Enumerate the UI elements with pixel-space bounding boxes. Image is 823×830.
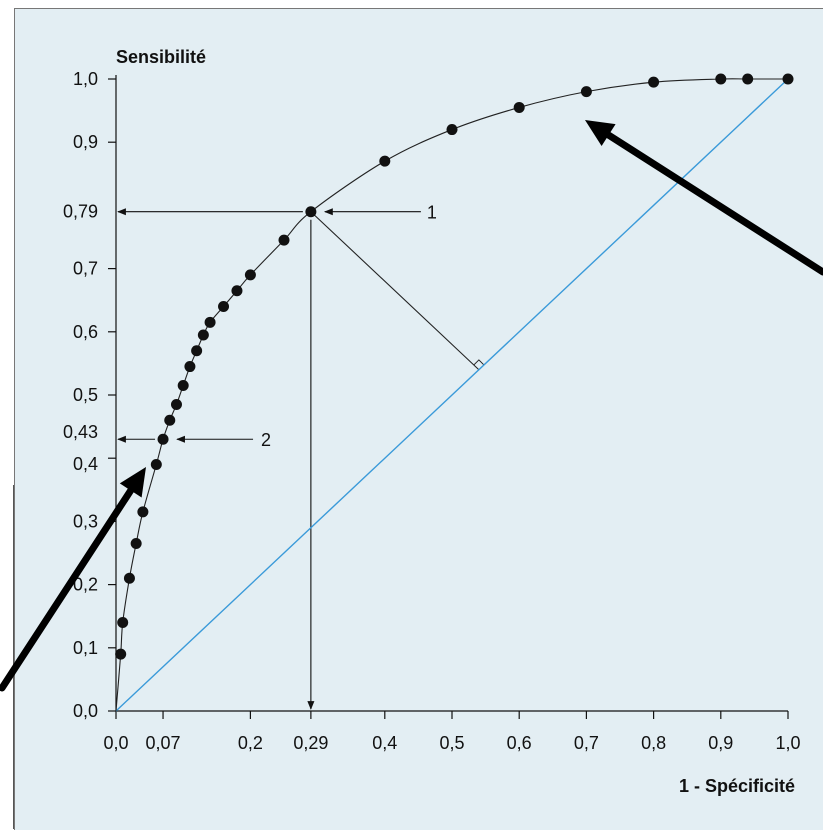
data-point — [137, 506, 149, 518]
data-point — [117, 617, 129, 629]
y-tick-label: 0,0 — [73, 701, 98, 721]
x-tick-label: 1,0 — [775, 733, 800, 753]
roc-curve-layer — [115, 78, 789, 712]
x-tick-label: 0,5 — [439, 733, 464, 753]
data-point — [204, 316, 216, 328]
data-points-layer — [115, 73, 794, 660]
data-point — [177, 380, 189, 392]
y-tick-label: 0,7 — [73, 259, 98, 279]
data-point — [123, 572, 135, 584]
y-tick-label: 0,4 — [73, 454, 98, 474]
big-arrow-lower-left-head — [119, 467, 146, 498]
big-arrow-upper-right-shaft — [600, 128, 823, 276]
x-tick-label: 0,9 — [708, 733, 733, 753]
data-point — [446, 124, 458, 136]
y-tick-label: 0,9 — [73, 132, 98, 152]
data-point — [191, 345, 203, 357]
data-point — [184, 361, 196, 373]
x-tick-label: 0,29 — [293, 733, 328, 753]
data-point — [218, 301, 230, 313]
chance-diagonal-line — [115, 78, 789, 712]
data-point — [305, 206, 317, 218]
x-tick-label: 0,6 — [507, 733, 532, 753]
callout-label-2: 2 — [261, 430, 271, 450]
x-tick-label: 0,8 — [641, 733, 666, 753]
data-point — [170, 398, 182, 410]
data-point — [130, 538, 142, 550]
data-point — [278, 234, 290, 246]
big-arrow-lower-left — [0, 467, 146, 692]
y-tick-label: 0,79 — [63, 202, 98, 222]
data-point — [197, 329, 209, 341]
big-arrow-upper-right — [585, 120, 823, 276]
tick-labels-layer: 0,0 0,07 0,2 0,29 0,4 0,5 0,6 0,7 0,8 0,9 1,0 0,0 0,… — [63, 69, 801, 753]
x-tick-label: 0,4 — [372, 733, 397, 753]
guide-lines: 12 — [117, 203, 485, 710]
data-point — [164, 414, 176, 426]
y-tick-label: 0,5 — [73, 385, 98, 405]
big-arrow-upper-right-head — [585, 120, 616, 147]
y-tick-label: 0,43 — [63, 422, 98, 442]
data-point — [742, 73, 754, 85]
axes — [108, 75, 789, 719]
big-arrow-lower-left-shaft — [0, 482, 138, 692]
y-tick-label: 0,3 — [73, 511, 98, 531]
data-point — [782, 73, 794, 85]
big-arrows-layer — [0, 120, 823, 692]
perpendicular-to-diagonal — [310, 211, 480, 371]
data-point — [115, 648, 127, 660]
y-tick-label: 1,0 — [73, 69, 98, 89]
x-tick-label: 0,07 — [146, 733, 181, 753]
x-tick-label: 0,7 — [574, 733, 599, 753]
data-point — [244, 269, 256, 281]
x-axis-title: 1 - Spécificité — [679, 776, 795, 796]
x-tick-label: 0,2 — [238, 733, 263, 753]
data-point — [715, 73, 727, 85]
y-tick-label: 0,1 — [73, 638, 98, 658]
right-angle-marker — [473, 359, 485, 366]
data-point — [150, 459, 162, 471]
data-point — [157, 433, 169, 445]
left-border-stub — [0, 485, 14, 829]
y-tick-label: 0,6 — [73, 322, 98, 342]
data-point — [379, 155, 391, 167]
data-point — [513, 101, 525, 113]
data-point — [580, 86, 592, 98]
data-point — [648, 76, 660, 88]
chart-panel — [14, 8, 823, 830]
x-tick-label: 0,0 — [103, 733, 128, 753]
data-point — [231, 285, 243, 297]
y-axis-title: Sensibilité — [116, 47, 206, 67]
y-tick-label: 0,2 — [73, 575, 98, 595]
callout-label-1: 1 — [427, 203, 437, 223]
